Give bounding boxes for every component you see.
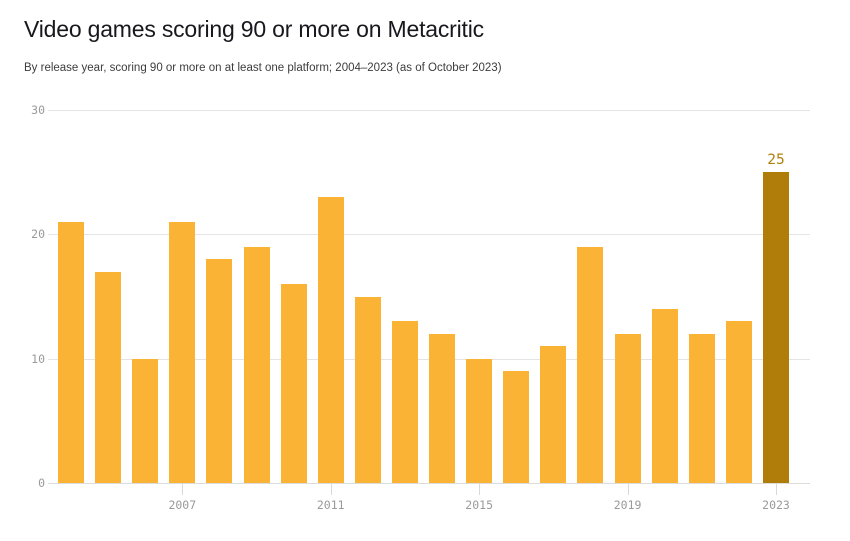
x-axis-tick-2019 [627, 483, 629, 495]
bar-2011 [317, 197, 344, 483]
y-axis-tick-label: 20 [31, 227, 45, 242]
chart-subtitle: By release year, scoring 90 or more on a… [24, 62, 502, 74]
bar-2004 [58, 221, 84, 483]
gridline-y30 [48, 110, 810, 111]
bar-2013 [391, 321, 418, 483]
highlight-value-label: 25 [767, 152, 785, 169]
gridline-y10 [48, 358, 810, 360]
y-axis-tick-label: 10 [31, 351, 45, 366]
bar-2005 [95, 271, 122, 483]
x-axis-tick-2015 [479, 483, 481, 495]
chart-title: Video games scoring 90 or more on Metacr… [24, 16, 484, 42]
x-axis-tick-2023 [776, 483, 777, 495]
x-axis-tick-2011 [330, 483, 332, 495]
bar-2008 [206, 259, 233, 483]
bar-2014 [429, 333, 456, 483]
bar-2023 [763, 172, 789, 483]
x-axis-tick-2007 [182, 483, 184, 495]
y-axis-tick-label: 0 [38, 476, 45, 490]
bar-2015 [466, 358, 493, 483]
y-axis-tick-label: 30 [31, 103, 45, 117]
bar-2016 [503, 371, 530, 483]
bar-2021 [688, 333, 715, 483]
gridline-y20 [48, 234, 810, 236]
bar-2022 [725, 321, 752, 483]
x-axis-tick-label-2019: 2019 [613, 498, 642, 512]
bar-2018 [577, 246, 604, 483]
bar-2010 [280, 284, 307, 483]
x-axis-tick-label-2023: 2023 [762, 498, 790, 512]
bar-2017 [540, 346, 567, 483]
x-axis-tick-label-2015: 2015 [465, 498, 494, 512]
bar-2020 [651, 308, 678, 483]
gridline-y0 [48, 483, 810, 484]
bar-2007 [169, 221, 196, 483]
bar-2006 [132, 358, 159, 483]
bar-2012 [354, 296, 381, 483]
x-axis-tick-label-2007: 2007 [168, 498, 197, 512]
bar-2009 [243, 246, 270, 483]
bar-2019 [614, 333, 641, 483]
x-axis-tick-label-2011: 2011 [316, 498, 345, 512]
